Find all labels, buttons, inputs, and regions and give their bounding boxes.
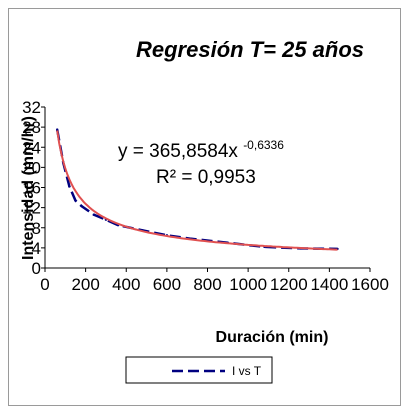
data-point <box>68 185 71 188</box>
x-tick-label: 800 <box>193 275 221 294</box>
data-point <box>74 199 77 202</box>
equation-exponent: -0,6336 <box>243 138 284 152</box>
equation-base: y = 365,8584x <box>118 141 238 162</box>
x-tick-labels: 0 200 400 600 800 1000 1200 1400 1600 <box>40 268 389 294</box>
trendline <box>56 130 338 251</box>
y-tick-label: 20 <box>22 158 41 177</box>
data-point <box>56 128 59 131</box>
legend: I vs T <box>125 356 273 384</box>
x-tick-label: 200 <box>71 275 99 294</box>
trendline-r-squared: R² = 0,9953 <box>156 167 256 188</box>
y-axis-label: Intensidad (mm/hr) <box>20 116 37 260</box>
y-tick-label: 12 <box>22 199 41 218</box>
x-tick-label: 1600 <box>351 275 389 294</box>
x-tick-label: 1200 <box>270 275 308 294</box>
x-tick-label: 1000 <box>229 275 267 294</box>
trendline-layer <box>56 130 338 251</box>
trendline-equation: y = 365,8584x -0,6336 <box>118 138 284 162</box>
data-point <box>80 204 83 208</box>
y-tick-label: 8 <box>32 219 41 238</box>
x-tick-label: 400 <box>112 275 140 294</box>
x-tick-label: 0 <box>40 275 49 294</box>
x-axis-label: Duración (min) <box>216 329 329 346</box>
y-tick-label: 16 <box>22 179 41 198</box>
y-tick-label: 24 <box>22 138 41 157</box>
chart-title: Regresión T= 25 años <box>136 37 364 62</box>
chart-frame <box>8 8 401 406</box>
y-tick-label: 32 <box>22 98 41 117</box>
legend-label: I vs T <box>232 364 262 378</box>
x-tick-label: 1400 <box>310 275 348 294</box>
y-tick-label: 28 <box>22 118 41 137</box>
y-tick-label: 0 <box>32 259 41 278</box>
y-tick-label: 4 <box>32 239 41 258</box>
x-tick-label: 600 <box>153 275 181 294</box>
data-point <box>92 213 96 216</box>
